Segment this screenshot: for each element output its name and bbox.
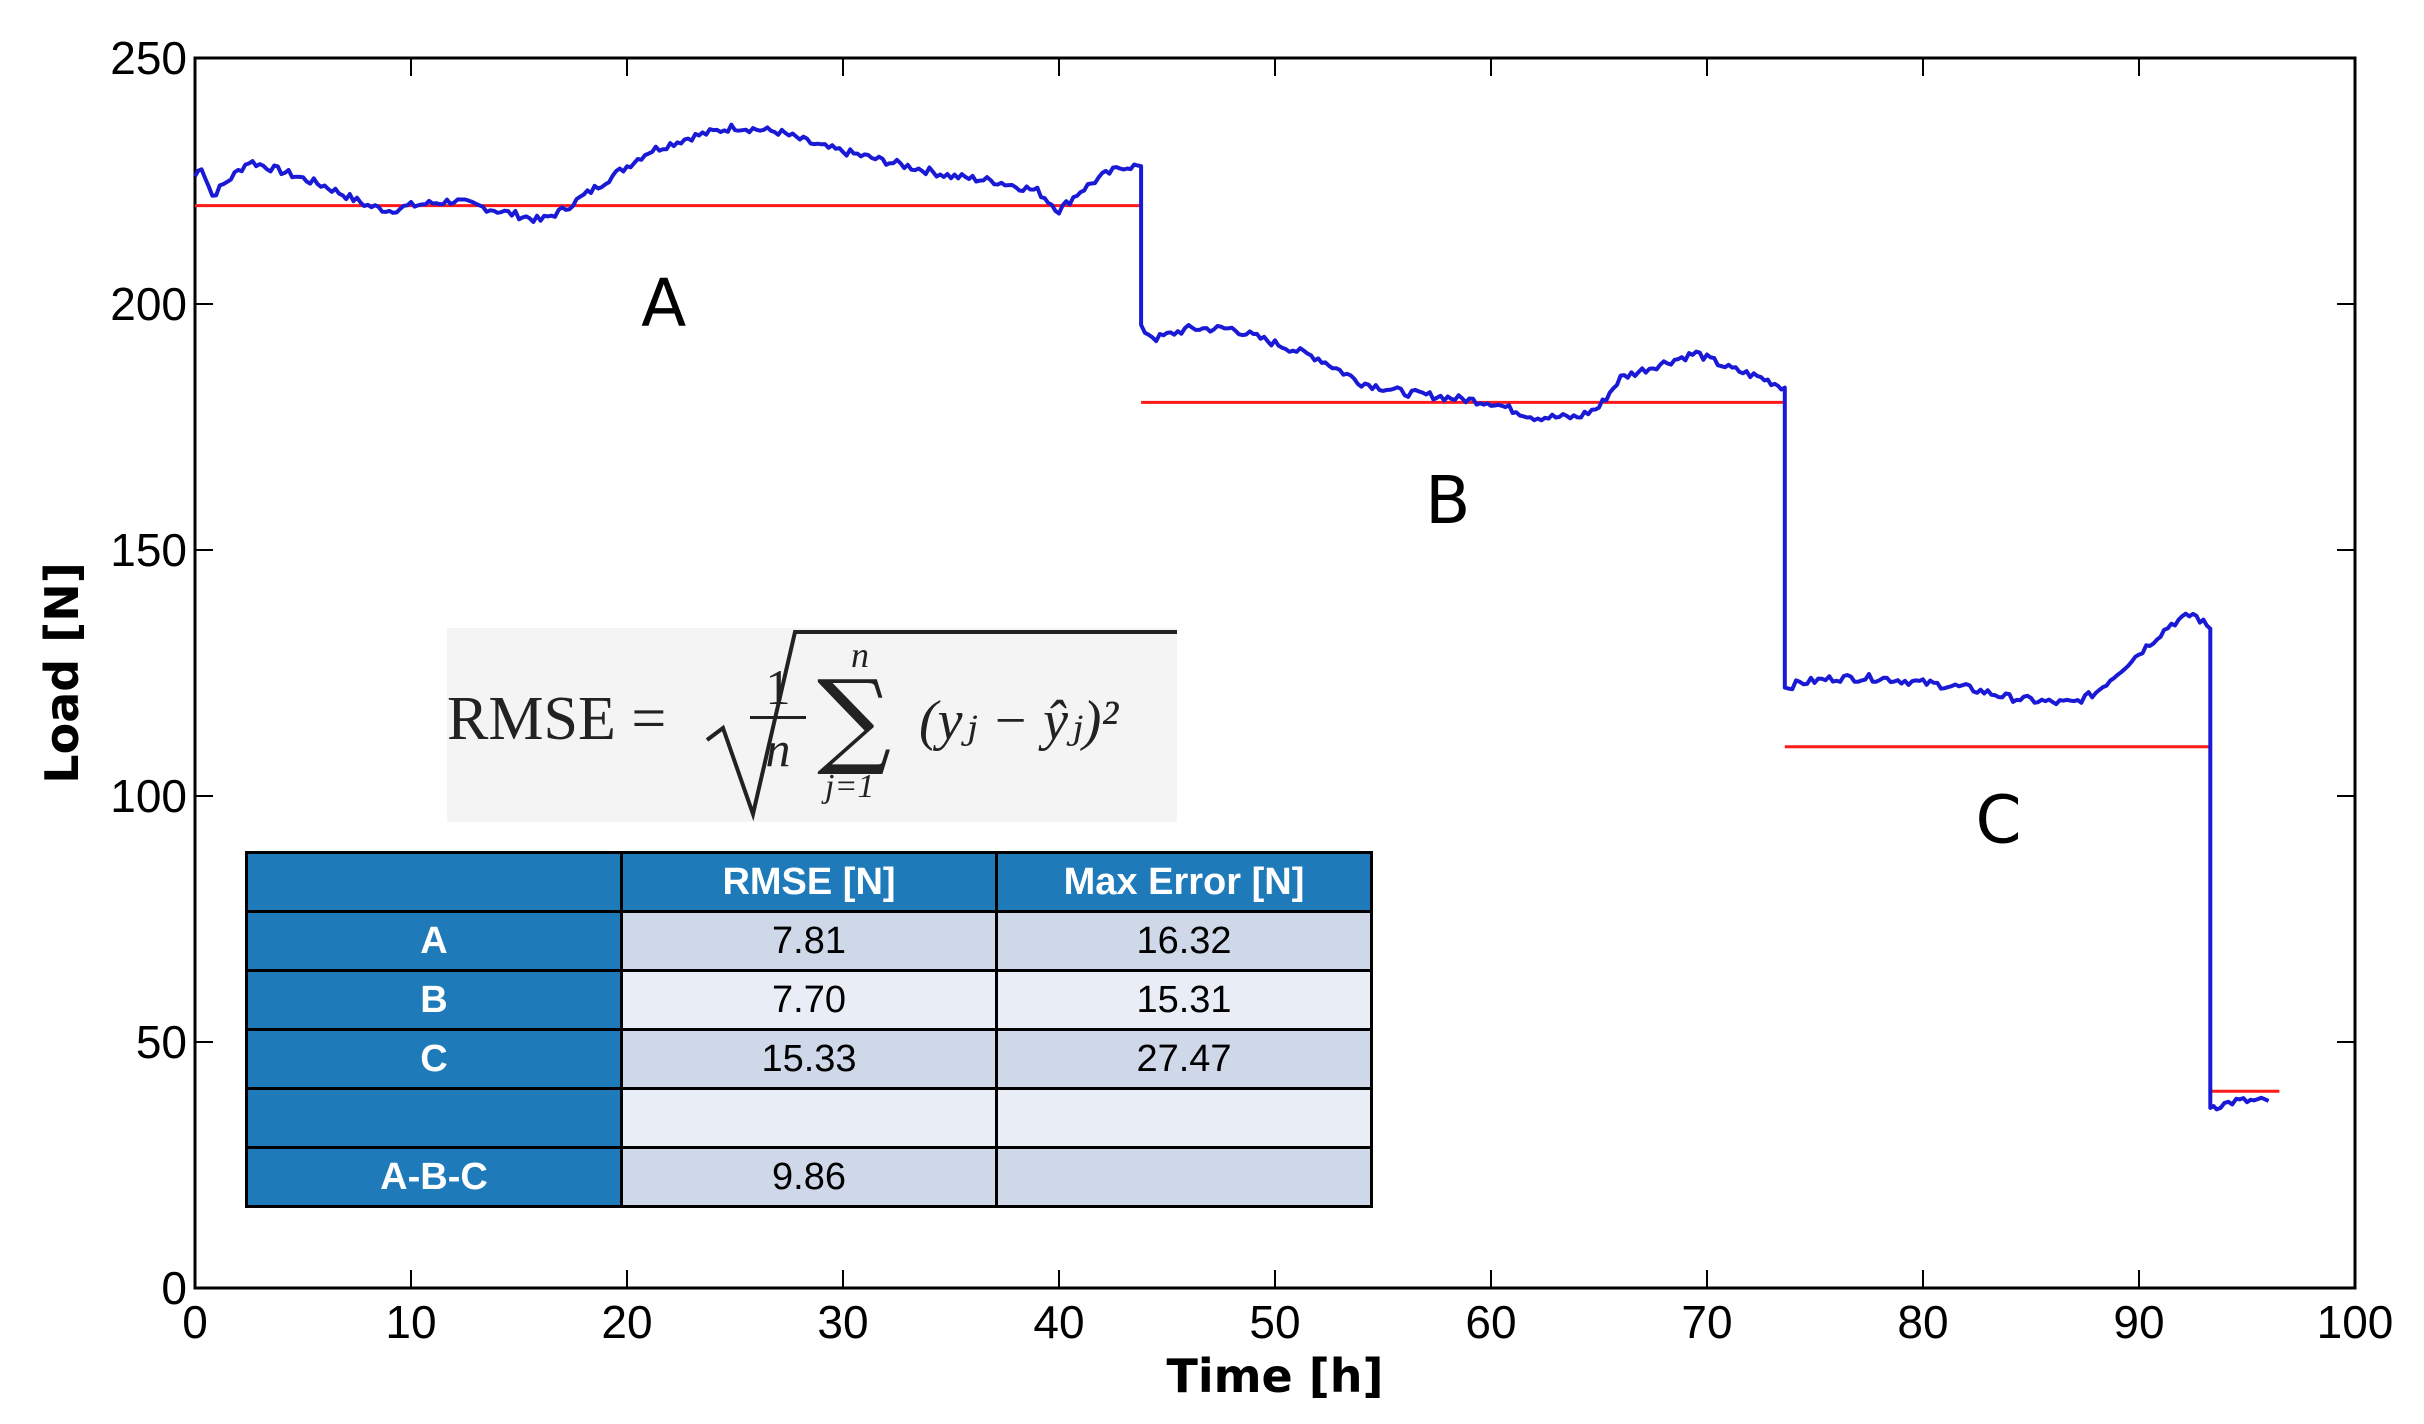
table-row: B 7.70 15.31 [245, 969, 1373, 1031]
x-tick-label: 70 [1681, 1296, 1732, 1348]
x-tick-label: 10 [385, 1296, 436, 1348]
x-tick-label: 50 [1249, 1296, 1300, 1348]
sigma-icon: ∑ [817, 657, 892, 779]
segment-label: C [1976, 782, 2022, 859]
table-row [245, 1087, 1373, 1149]
sum-lower-limit: j=1 [825, 768, 875, 805]
x-tick-labels: 0 10 20 30 40 50 60 70 80 90 100 [182, 1296, 2393, 1348]
row-label: A [245, 910, 623, 972]
x-axis-title: Time [h] [1166, 1349, 1383, 1403]
formula-fraction: 1 n [750, 658, 806, 779]
x-tick-label: 40 [1033, 1296, 1084, 1348]
x-tick-label: 20 [601, 1296, 652, 1348]
rmse-cell [620, 1087, 998, 1149]
segment-average-lines [195, 204, 2280, 1093]
segment-labels: A B C [641, 265, 2022, 859]
sum-upper-limit: n [851, 635, 869, 675]
segment-label: B [1425, 462, 1470, 539]
fraction-denominator: n [765, 721, 791, 777]
y-tick-label: 0 [161, 1262, 187, 1314]
fraction-numerator: 1 [750, 658, 806, 719]
max-error-cell [995, 1087, 1373, 1149]
rmse-cell: 7.70 [620, 969, 998, 1031]
rmse-cell: 9.86 [620, 1146, 998, 1208]
rmse-cell: 15.33 [620, 1028, 998, 1090]
formula-lhs: RMSE = [447, 685, 667, 753]
table-header-row: RMSE [N] Max Error [N] [245, 851, 1373, 913]
max-error-cell: 15.31 [995, 969, 1373, 1031]
axis-ticks [194, 57, 2356, 1289]
y-tick-label: 50 [136, 1016, 187, 1068]
y-axis-title: Load [N] [35, 562, 89, 783]
row-label: B [245, 969, 623, 1031]
table-row: C 15.33 27.47 [245, 1028, 1373, 1090]
row-label [245, 1087, 623, 1149]
row-label: A-B-C [245, 1146, 623, 1208]
header-max-error: Max Error [N] [995, 851, 1373, 913]
row-label: C [245, 1028, 623, 1090]
segment-label: A [641, 265, 686, 342]
header-empty [245, 851, 623, 913]
error-table: RMSE [N] Max Error [N] A 7.81 16.32 B 7.… [245, 851, 1373, 1208]
max-error-cell: 16.32 [995, 910, 1373, 972]
table-row: A 7.81 16.32 [245, 910, 1373, 972]
table-row: A-B-C 9.86 [245, 1146, 1373, 1208]
x-tick-label: 0 [182, 1296, 208, 1348]
formula-term: (yⱼ − ŷⱼ)² [919, 690, 1119, 752]
max-error-cell [995, 1146, 1373, 1208]
load-series-line [193, 122, 2270, 1112]
x-tick-label: 90 [2113, 1296, 2164, 1348]
header-rmse: RMSE [N] [620, 851, 998, 913]
y-tick-label: 150 [110, 524, 187, 576]
x-tick-label: 80 [1897, 1296, 1948, 1348]
x-tick-label: 60 [1465, 1296, 1516, 1348]
max-error-cell: 27.47 [995, 1028, 1373, 1090]
x-tick-label: 30 [817, 1296, 868, 1348]
y-tick-labels: 0 50 100 150 200 250 [110, 32, 187, 1314]
rmse-cell: 7.81 [620, 910, 998, 972]
sqrt-sign [705, 630, 1177, 822]
rmse-formula: RMSE = 1 n n ∑ j=1 (yⱼ − ŷⱼ)² [447, 628, 1177, 822]
y-tick-label: 250 [110, 32, 187, 84]
x-tick-label: 100 [2317, 1296, 2394, 1348]
y-tick-label: 100 [110, 770, 187, 822]
y-tick-label: 200 [110, 278, 187, 330]
